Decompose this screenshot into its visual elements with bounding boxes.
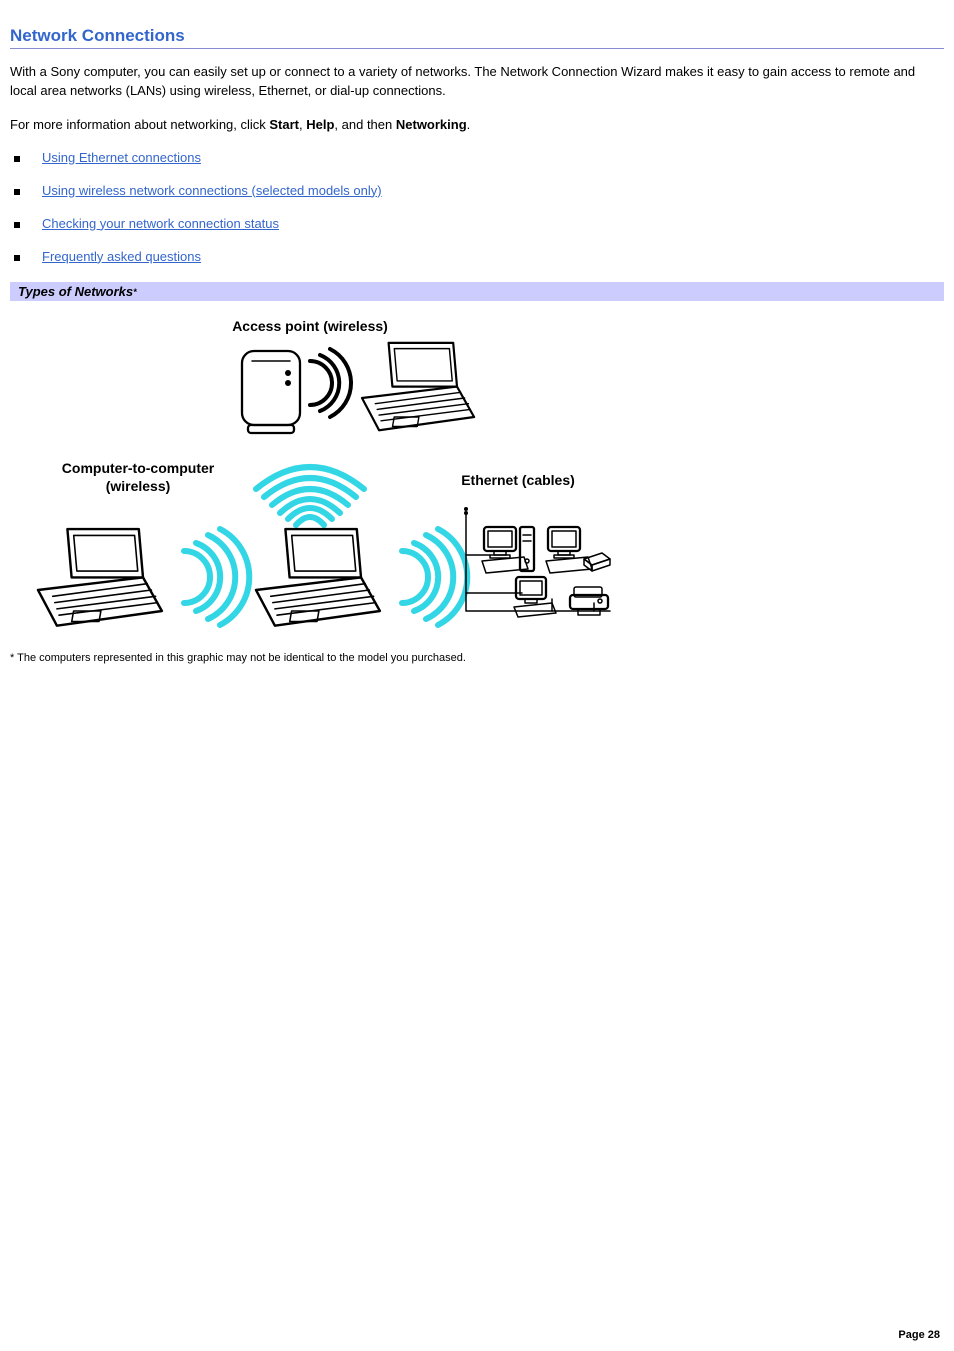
instr-b2: Help (306, 117, 334, 132)
footnote: * The computers represented in this grap… (10, 652, 944, 664)
label-adhoc-line1: Computer-to-computer (62, 460, 215, 476)
laptop-icon (256, 529, 380, 626)
router-waves-icon (310, 349, 351, 417)
list-item: Frequently asked questions (10, 249, 944, 264)
label-access-point: Access point (wireless) (232, 318, 388, 334)
instr-mid2: , and then (334, 117, 395, 132)
list-item: Using wireless network connections (sele… (10, 183, 944, 198)
bullet-icon (14, 156, 20, 162)
links-list: Using Ethernet connections Using wireles… (10, 150, 944, 264)
page-title: Network Connections (10, 26, 944, 46)
link-status[interactable]: Checking your network connection status (42, 216, 279, 231)
network-types-figure: Access point (wireless) (10, 303, 630, 642)
list-item: Using Ethernet connections (10, 150, 944, 165)
bullet-icon (14, 189, 20, 195)
instruction-paragraph: For more information about networking, c… (10, 117, 944, 132)
network-diagram-svg: Access point (wireless) (10, 309, 630, 629)
instr-suffix: . (467, 117, 471, 132)
title-rule (10, 48, 944, 49)
stacked-waves-icon (256, 467, 364, 525)
list-item: Checking your network connection status (10, 216, 944, 231)
adhoc-waves-left-icon (184, 529, 249, 625)
intro-paragraph: With a Sony computer, you can easily set… (10, 63, 944, 101)
section-header: Types of Networks* (10, 282, 944, 301)
link-wireless[interactable]: Using wireless network connections (sele… (42, 183, 382, 198)
link-faq[interactable]: Frequently asked questions (42, 249, 201, 264)
bullet-icon (14, 255, 20, 261)
laptop-icon (362, 343, 474, 430)
instr-b1: Start (269, 117, 299, 132)
section-header-text: Types of Networks (18, 284, 133, 299)
link-ethernet[interactable]: Using Ethernet connections (42, 150, 201, 165)
section-header-star: * (133, 287, 137, 297)
instr-b3: Networking (396, 117, 467, 132)
router-icon (242, 351, 300, 433)
instr-prefix: For more information about networking, c… (10, 117, 269, 132)
laptop-icon (38, 529, 162, 626)
label-adhoc-line2: (wireless) (106, 478, 171, 494)
bullet-icon (14, 222, 20, 228)
ethernet-network-icon (464, 507, 610, 617)
adhoc-waves-right-icon (402, 529, 467, 625)
page-number: Page 28 (898, 1329, 940, 1341)
label-ethernet: Ethernet (cables) (461, 472, 575, 488)
